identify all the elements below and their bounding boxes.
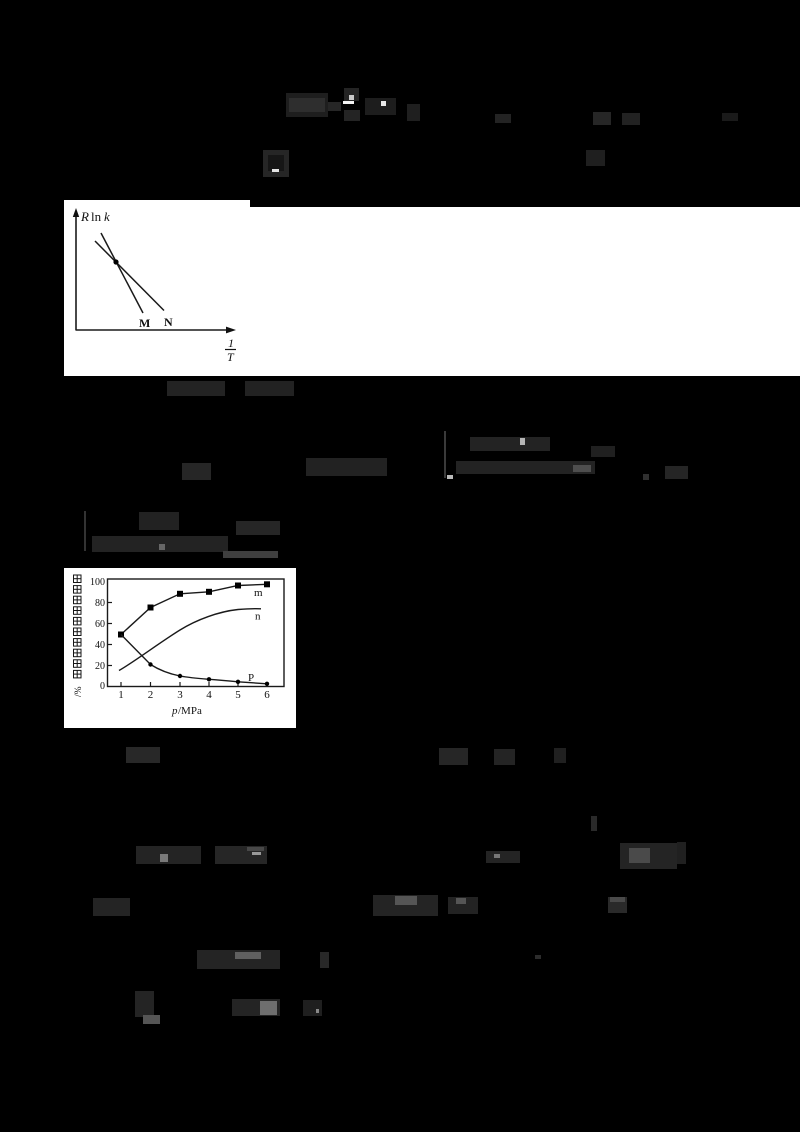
svg-text:5: 5	[235, 689, 241, 701]
svg-text:M: M	[139, 316, 150, 330]
svg-text:1: 1	[118, 689, 124, 701]
svg-text:6: 6	[264, 689, 270, 701]
svg-text:1: 1	[228, 336, 234, 350]
svg-text:ln: ln	[91, 209, 102, 224]
svg-text:/MPa: /MPa	[178, 705, 202, 717]
svg-text:k: k	[104, 209, 110, 224]
svg-text:m: m	[254, 587, 263, 599]
svg-text:/%: /%	[74, 686, 84, 697]
svg-text:4: 4	[206, 689, 212, 701]
svg-text:0: 0	[100, 681, 105, 692]
svg-text:R: R	[80, 209, 89, 224]
svg-text:20: 20	[95, 661, 105, 672]
svg-text:40: 40	[95, 640, 105, 651]
svg-text:n: n	[255, 611, 261, 623]
svg-text:N: N	[164, 315, 173, 329]
svg-text:T: T	[227, 350, 235, 364]
svg-text:80: 80	[95, 598, 105, 609]
svg-text:100: 100	[90, 577, 105, 588]
svg-text:P: P	[248, 672, 254, 684]
svg-text:3: 3	[177, 689, 183, 701]
svg-text:60: 60	[95, 619, 105, 630]
svg-text:p: p	[171, 705, 178, 717]
svg-text:2: 2	[148, 689, 154, 701]
